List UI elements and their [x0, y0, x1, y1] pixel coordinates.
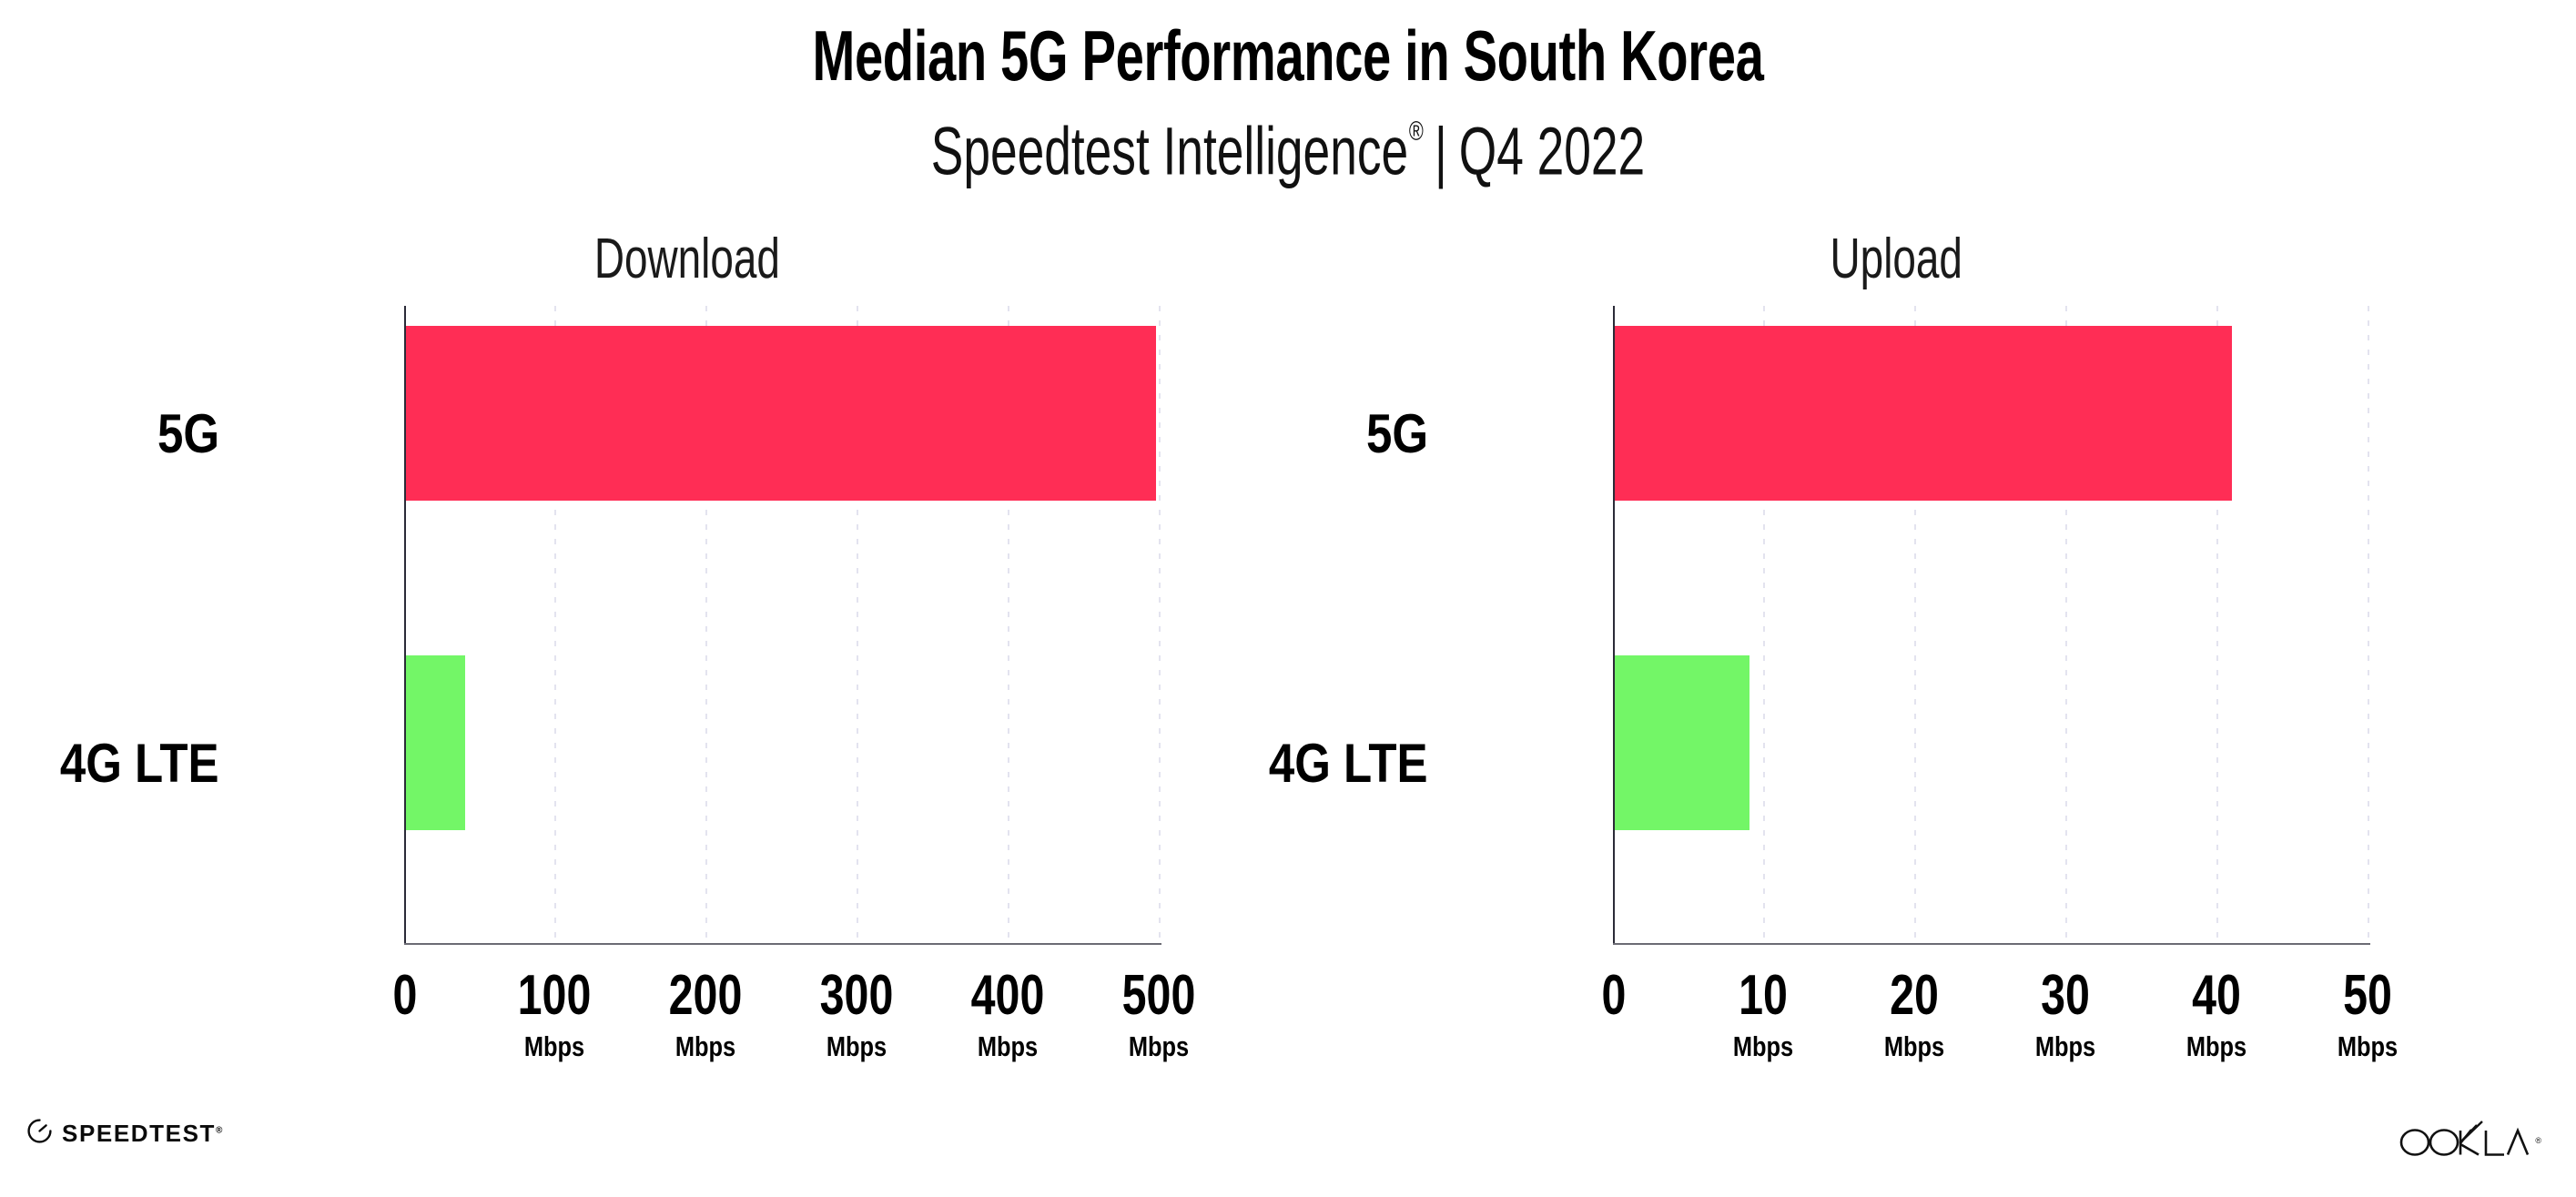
x-axis-line-upload: [1613, 943, 2370, 945]
page-title: Median 5G Performance in South Korea: [812, 15, 1764, 96]
gridline-100: [554, 306, 556, 943]
ookla-k-mark-icon: [2399, 1115, 2533, 1163]
ookla-registered-mark-icon: ®: [2535, 1136, 2541, 1145]
gridline-20: [1914, 306, 1916, 943]
chart-panel-download: Download 5G 4G LTE 0 Mbps: [60, 226, 1270, 1090]
speedtest-wordmark: SPEEDTEST®: [62, 1119, 223, 1147]
subtitle-period: Q4 2022: [1458, 113, 1646, 189]
chart-header: Median 5G Performance in South Korea Spe…: [0, 0, 2576, 194]
bar-4glte-download: [405, 655, 465, 830]
gridline-200: [705, 306, 707, 943]
x-tick-400-download: 400 Mbps: [970, 964, 1045, 1063]
speedtest-logo: SPEEDTEST®: [27, 1119, 222, 1148]
gridline-500: [1159, 306, 1161, 943]
x-tick-40-upload: 40 Mbps: [2186, 964, 2247, 1063]
x-tick-200-download: 200 Mbps: [668, 964, 743, 1063]
gridline-30: [2065, 306, 2067, 943]
y-axis-line-download: [404, 306, 406, 943]
x-tick-100-download: 100 Mbps: [517, 964, 592, 1063]
x-tick-300-download: 300 Mbps: [819, 964, 894, 1063]
plot-area-upload: 0 Mbps 10 Mbps 20 Mbps 30 Mbps 40 Mbps: [1602, 306, 2398, 1062]
x-tick-500-download: 500 Mbps: [1121, 964, 1196, 1063]
gridline-40: [2216, 306, 2218, 943]
x-tick-30-upload: 30 Mbps: [2034, 964, 2096, 1063]
bar-4glte-upload: [1614, 655, 1749, 830]
subtitle-brand: Speedtest Intelligence: [930, 113, 1409, 189]
bar-5g-upload: [1614, 326, 2232, 501]
x-tick-0-upload: 0 Mbps: [1601, 964, 1627, 1027]
gridline-400: [1008, 306, 1009, 943]
ookla-logo: ®: [2399, 1115, 2541, 1163]
y-axis-line-upload: [1613, 306, 1615, 943]
category-label-5g-upload: 5G: [1365, 403, 1428, 464]
category-label-4glte-upload: 4G LTE: [1269, 733, 1428, 794]
category-label-5g-download: 5G: [157, 403, 219, 464]
x-axis-line-download: [404, 943, 1161, 945]
page-subtitle: Speedtest Intelligence® | Q4 2022: [360, 99, 2216, 194]
category-label-4glte-download: 4G LTE: [60, 733, 219, 794]
plot-area-download: 0 Mbps 100 Mbps 200 Mbps 300 Mbps 400: [393, 306, 1195, 1062]
bar-5g-download: [405, 326, 1156, 501]
x-tick-10-upload: 10 Mbps: [1732, 964, 1794, 1063]
gridline-50: [2368, 306, 2369, 943]
gridline-10: [1763, 306, 1765, 943]
registered-mark-icon: ®: [1408, 117, 1424, 147]
x-tick-0-download: 0 Mbps: [392, 964, 418, 1027]
subtitle-separator: |: [1434, 113, 1447, 189]
footer: SPEEDTEST®: [0, 1097, 2576, 1197]
x-tick-20-upload: 20 Mbps: [1883, 964, 1945, 1063]
speedtest-registered-mark-icon: ®: [216, 1124, 223, 1135]
x-tick-50-upload: 50 Mbps: [2337, 964, 2399, 1063]
chart-panel-upload: Upload 5G 4G LTE 0 Mbps: [1269, 226, 2479, 1090]
speedometer-icon: [27, 1119, 52, 1148]
panel-title-upload: Upload: [1830, 228, 1962, 290]
panel-title-download: Download: [593, 228, 781, 290]
chart-panels: Download 5G 4G LTE 0 Mbps: [0, 226, 2576, 1090]
gridline-300: [857, 306, 858, 943]
